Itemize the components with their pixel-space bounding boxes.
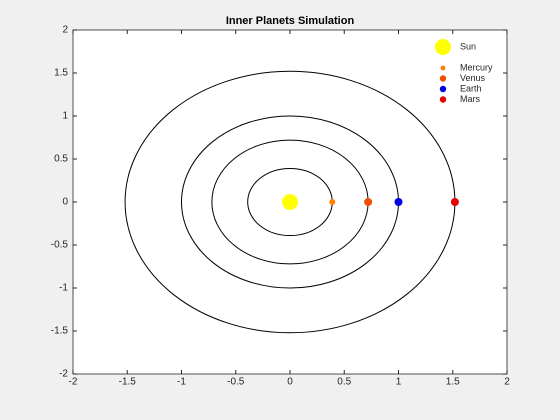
legend-marker: [440, 65, 446, 71]
axes-box: [72, 29, 508, 375]
legend-label: Mercury: [460, 62, 493, 72]
x-tick-label: 1: [396, 377, 402, 388]
y-tick-label: -2: [59, 369, 68, 380]
legend-marker: [439, 85, 447, 93]
y-tick-label: 1.5: [54, 68, 68, 79]
x-tick-label: 2: [504, 377, 510, 388]
y-tick-label: 0.5: [54, 154, 68, 165]
y-tick-label: 1: [62, 111, 68, 122]
x-tick-label: 0: [287, 377, 293, 388]
legend-marker: [439, 96, 447, 103]
x-tick-label: -2: [69, 377, 78, 388]
y-tick-label: 2: [62, 25, 68, 36]
x-tick-label: -1.5: [119, 377, 137, 388]
planet-marker: [364, 198, 373, 206]
legend-label: Venus: [460, 73, 486, 83]
planet-marker: [329, 199, 336, 205]
y-tick-label: -0.5: [51, 240, 69, 251]
x-tick-label: 0.5: [337, 377, 351, 388]
y-tick-label: -1: [59, 283, 68, 294]
planet-marker: [282, 194, 298, 210]
x-tick-label: 1.5: [446, 377, 460, 388]
y-tick-label: 0: [62, 197, 68, 208]
planet-marker: [394, 198, 403, 206]
legend-marker: [439, 75, 447, 82]
legend-label: Sun: [460, 41, 476, 51]
legend-label: Earth: [460, 83, 482, 93]
y-tick-label: -1.5: [51, 326, 69, 337]
chart-title: Inner Planets Simulation: [226, 15, 355, 27]
legend-label: Mars: [460, 94, 480, 104]
x-tick-label: -0.5: [227, 377, 245, 388]
x-tick-label: -1: [177, 377, 186, 388]
legend-marker: [435, 39, 451, 55]
planet-marker: [450, 198, 459, 206]
